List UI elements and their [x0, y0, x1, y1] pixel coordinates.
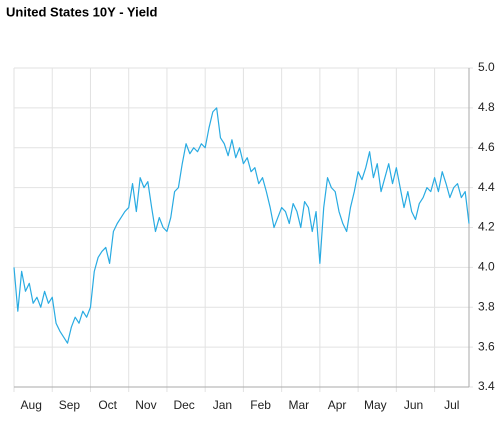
x-tick-label: Jan	[213, 398, 232, 412]
y-tick-label: 3.8	[478, 299, 495, 313]
x-tick-label: May	[364, 398, 387, 412]
x-tick-label: Feb	[250, 398, 271, 412]
y-tick-label: 4.8	[478, 100, 495, 114]
x-tick-label: Jul	[444, 398, 459, 412]
x-tick-label: Mar	[289, 398, 310, 412]
x-tick-label: Nov	[135, 398, 156, 412]
x-tick-label: Apr	[328, 398, 347, 412]
chart-title: United States 10Y - Yield	[6, 4, 158, 19]
x-tick-label: Dec	[173, 398, 194, 412]
y-tick-label: 4.6	[478, 140, 495, 154]
y-tick-label: 5.0	[478, 60, 495, 74]
x-tick-label: Jun	[404, 398, 423, 412]
y-tick-label: 4.4	[478, 180, 495, 194]
y-tick-label: 4.2	[478, 220, 495, 234]
x-tick-label: Aug	[21, 398, 42, 412]
y-tick-label: 4.0	[478, 260, 495, 274]
yield-line	[13, 107, 470, 344]
y-tick-label: 3.4	[478, 379, 495, 393]
x-tick-label: Oct	[98, 398, 117, 412]
x-tick-label: Sep	[59, 398, 81, 412]
y-tick-label: 3.6	[478, 339, 495, 353]
